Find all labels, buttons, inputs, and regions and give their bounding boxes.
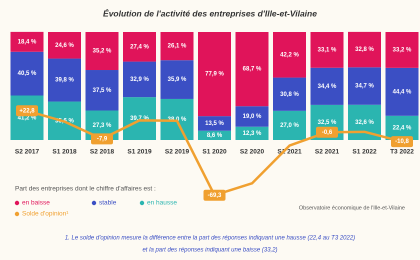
x-tick-label: S2 2019 — [165, 149, 190, 156]
data-label: 8,6 % — [207, 133, 223, 139]
label-box — [316, 126, 338, 138]
source: Observatoire économique de l'Ille-et-Vil… — [299, 205, 405, 211]
data-label: 40,5 % — [18, 71, 37, 77]
bar-segment — [385, 115, 419, 140]
bar-segment — [123, 32, 156, 62]
bar-segment — [198, 32, 231, 117]
bar-segment — [10, 51, 44, 96]
legend-title: Part des entreprises dont le chiffre d'a… — [15, 186, 156, 193]
bar-segment — [385, 32, 419, 68]
data-label: 35,2 % — [93, 49, 112, 55]
data-label: 32,6 % — [355, 120, 374, 126]
bar-segment — [160, 32, 194, 61]
legend-label: en hausse — [147, 200, 177, 207]
line-label: -7,9 — [97, 136, 108, 142]
line-label: -69,3 — [208, 193, 222, 199]
data-label: 12,3 % — [243, 131, 262, 137]
data-label: 39,7 % — [130, 116, 149, 122]
label-box — [91, 133, 113, 145]
bar-segment — [273, 110, 306, 140]
data-label: 42,2 % — [280, 52, 299, 58]
data-label: 41,2 % — [18, 115, 37, 121]
data-label: 33,2 % — [393, 48, 412, 54]
bar-segment — [198, 116, 231, 131]
label-box — [203, 189, 226, 201]
bar-segment — [235, 32, 269, 107]
x-tick-label: S1 2020 — [202, 149, 227, 156]
data-label: 24,6 % — [55, 43, 74, 49]
data-label: 13,5 % — [205, 121, 224, 127]
bar-segment — [160, 60, 194, 99]
bar-segment — [10, 95, 44, 140]
line-label: -10,8 — [395, 139, 409, 145]
legend-marker — [139, 200, 145, 206]
legend-marker — [14, 211, 20, 217]
data-label: 30,8 % — [280, 92, 299, 98]
data-label: 34,7 % — [355, 84, 374, 90]
data-label: 37,5 % — [93, 88, 112, 94]
label-box — [391, 136, 413, 148]
line-label: +22,8 — [19, 108, 35, 114]
data-label: 39,8 % — [55, 78, 74, 84]
legend-label: Solde d'opinion¹ — [22, 211, 69, 218]
data-label: 26,1 % — [168, 44, 187, 50]
data-label: 18,4 % — [18, 39, 37, 45]
bar-segment — [85, 32, 119, 71]
bar-segment — [348, 67, 381, 105]
bar-segment — [123, 61, 156, 98]
legend-marker — [91, 200, 97, 206]
label-box — [16, 105, 38, 117]
x-tick-label: S2 2021 — [315, 149, 340, 156]
bar-segment — [48, 32, 81, 59]
data-label: 27,4 % — [130, 44, 149, 50]
footnote: et la part des réponses indiquant une ba… — [142, 248, 277, 254]
x-tick-label: S1 2022 — [352, 149, 377, 156]
bar-segment — [273, 32, 306, 78]
data-label: 35,9 % — [168, 77, 187, 83]
data-label: 27,3 % — [93, 123, 112, 129]
x-tick-label: S1 2021 — [277, 149, 302, 156]
data-label: 32,5 % — [318, 120, 337, 126]
data-label: 77,9 % — [205, 72, 224, 78]
bar-segment — [235, 106, 269, 127]
x-tick-label: S2 2018 — [90, 149, 115, 156]
chart-title: Évolution de l'activité des entreprises … — [103, 8, 317, 18]
x-tick-label: S2 2020 — [240, 149, 265, 156]
data-label: 19,0 % — [243, 114, 262, 120]
footnote: 1. Le solde d'opinion mesure la différen… — [65, 236, 355, 242]
legend-label: stable — [99, 200, 117, 207]
bar-segment — [385, 67, 419, 116]
bar-segment — [235, 126, 269, 140]
bar-segment — [10, 31, 44, 52]
legend-marker — [14, 200, 20, 206]
data-label: 34,4 % — [318, 84, 337, 90]
data-label: 22,4 % — [393, 125, 412, 131]
data-label: 44,4 % — [393, 89, 412, 95]
x-tick-label: S1 2019 — [127, 149, 152, 156]
x-tick-label: S2 2017 — [15, 149, 40, 156]
bar-segment — [310, 67, 344, 105]
legend-label: en baisse — [22, 200, 50, 207]
bar-segment — [310, 32, 344, 68]
x-tick-label: S1 2018 — [52, 149, 77, 156]
bar-segment — [85, 70, 119, 111]
bar-segment — [348, 31, 381, 68]
x-tick-label: T3 2022 — [390, 149, 414, 156]
bar-segment — [198, 130, 231, 140]
line-label: -0,6 — [322, 130, 333, 136]
bar-segment — [48, 58, 81, 102]
bar-segment — [123, 97, 156, 140]
data-label: 32,9 % — [130, 77, 149, 83]
data-label: 33,1 % — [318, 47, 337, 53]
data-label: 27,0 % — [280, 123, 299, 129]
data-label: 68,7 % — [243, 67, 262, 73]
data-label: 32,8 % — [355, 47, 374, 53]
bar-segment — [273, 77, 306, 111]
